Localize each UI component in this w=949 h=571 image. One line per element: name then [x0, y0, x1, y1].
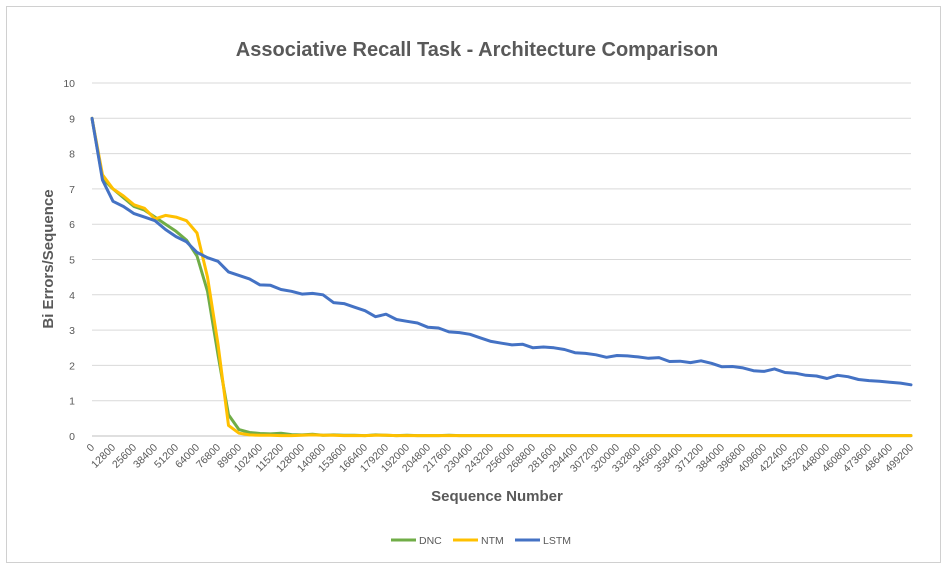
y-tick-label: 7 [69, 184, 75, 196]
chart-frame [6, 6, 941, 563]
series-lines [90, 116, 913, 438]
y-tick-label: 4 [69, 290, 75, 302]
series-line-dnc [90, 116, 913, 438]
x-axis-label: Sequence Number [431, 488, 563, 505]
y-tick-label: 9 [69, 113, 75, 125]
y-tick-label: 5 [69, 255, 75, 267]
y-tick-label: 6 [69, 219, 75, 231]
legend-label-lstm: LSTM [543, 535, 571, 547]
y-tick-label: 2 [69, 360, 75, 372]
x-tick-label: 0 [85, 442, 98, 455]
series-line-ntm [90, 116, 913, 438]
legend-label-ntm: NTM [481, 535, 504, 547]
y-tick-label: 1 [69, 396, 75, 408]
legend: DNC NTM LSTM [391, 535, 571, 547]
y-tick-label: 3 [69, 325, 75, 337]
y-axis-label: Bi Errors/Sequence [40, 189, 57, 328]
y-tick-label: 8 [69, 149, 75, 161]
y-axis-ticks: 0 1 2 3 4 5 6 7 8 9 10 [63, 78, 75, 443]
legend-label-dnc: DNC [419, 535, 442, 547]
chart-title: Associative Recall Task - Architecture C… [236, 39, 718, 61]
x-axis-ticks: 0128002560038400512006400076800896001024… [85, 442, 917, 475]
series-line-lstm [90, 116, 913, 387]
y-tick-label: 10 [63, 78, 75, 90]
y-tick-label: 0 [69, 431, 75, 443]
